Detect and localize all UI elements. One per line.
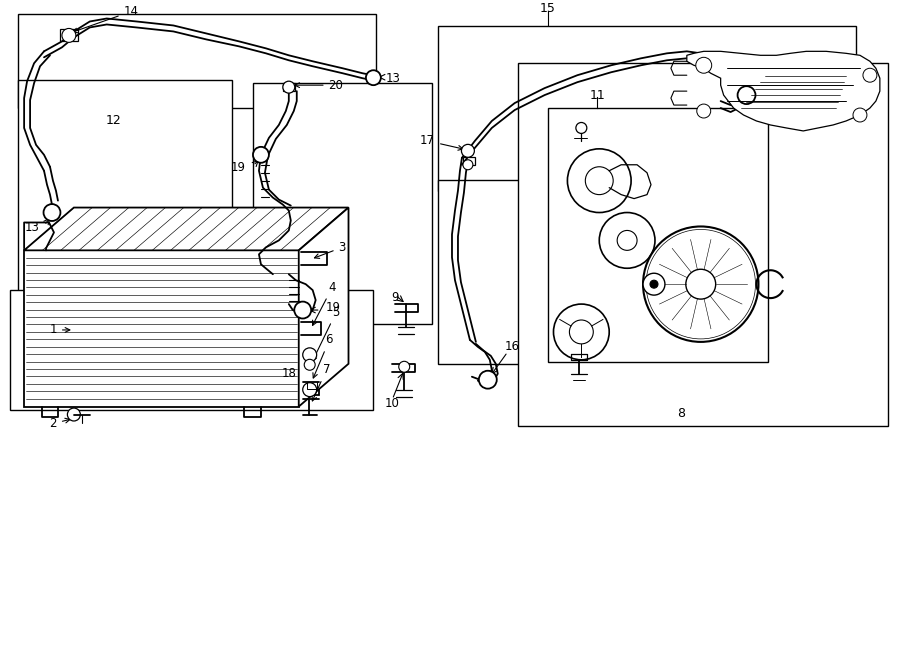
Circle shape	[253, 147, 269, 163]
Text: 9: 9	[392, 291, 399, 303]
Polygon shape	[24, 251, 299, 407]
Circle shape	[479, 371, 497, 389]
Bar	[438, 180, 602, 364]
Text: 5: 5	[312, 305, 340, 361]
Circle shape	[696, 58, 712, 73]
Text: 20: 20	[295, 79, 344, 92]
Circle shape	[283, 81, 295, 93]
Circle shape	[366, 70, 381, 85]
Text: 13: 13	[385, 71, 400, 85]
Bar	[18, 13, 376, 108]
Text: 17: 17	[420, 134, 463, 150]
Circle shape	[399, 362, 410, 372]
Circle shape	[655, 239, 746, 330]
Circle shape	[643, 227, 759, 342]
Text: 18: 18	[282, 368, 296, 380]
Circle shape	[567, 149, 631, 213]
Bar	[10, 290, 373, 410]
Circle shape	[43, 204, 60, 221]
Text: 7: 7	[312, 364, 330, 401]
Circle shape	[738, 86, 755, 104]
Circle shape	[570, 320, 593, 344]
Circle shape	[649, 233, 752, 336]
Circle shape	[294, 301, 311, 319]
Bar	[283, 83, 295, 91]
Circle shape	[863, 68, 877, 82]
Text: 4: 4	[312, 281, 336, 325]
Bar	[518, 63, 887, 426]
Circle shape	[68, 408, 80, 421]
Circle shape	[302, 383, 317, 397]
Polygon shape	[24, 208, 348, 251]
Circle shape	[62, 28, 76, 42]
Polygon shape	[687, 52, 880, 131]
Circle shape	[576, 122, 587, 134]
Text: 19: 19	[231, 161, 246, 175]
Text: 12: 12	[106, 114, 122, 128]
Bar	[253, 83, 432, 324]
Text: 11: 11	[590, 89, 605, 102]
Text: 8: 8	[677, 407, 685, 420]
Circle shape	[617, 231, 637, 251]
Text: 15: 15	[540, 2, 555, 15]
Circle shape	[462, 144, 474, 157]
Circle shape	[302, 348, 317, 362]
Bar	[438, 26, 856, 190]
Circle shape	[650, 280, 658, 288]
Text: 6: 6	[313, 333, 333, 378]
Text: 1: 1	[50, 323, 70, 336]
Bar	[301, 263, 319, 395]
Circle shape	[599, 213, 655, 268]
Text: 3: 3	[314, 241, 346, 258]
Circle shape	[463, 160, 473, 170]
Polygon shape	[609, 165, 651, 198]
Bar	[463, 157, 475, 165]
Bar	[547, 108, 769, 362]
Text: 19: 19	[326, 301, 340, 313]
Circle shape	[697, 104, 711, 118]
Text: 16: 16	[752, 96, 776, 110]
Circle shape	[554, 304, 609, 360]
Circle shape	[585, 167, 613, 194]
Circle shape	[853, 108, 867, 122]
Text: 16: 16	[505, 340, 519, 354]
Circle shape	[686, 269, 716, 299]
Text: 14: 14	[73, 5, 139, 33]
Text: 10: 10	[385, 397, 400, 410]
Circle shape	[643, 273, 665, 295]
Bar	[60, 30, 77, 42]
Bar	[18, 80, 231, 297]
Text: 13: 13	[25, 221, 40, 234]
Circle shape	[304, 360, 315, 370]
Polygon shape	[299, 208, 348, 407]
Circle shape	[646, 229, 755, 339]
Text: 2: 2	[50, 417, 70, 430]
